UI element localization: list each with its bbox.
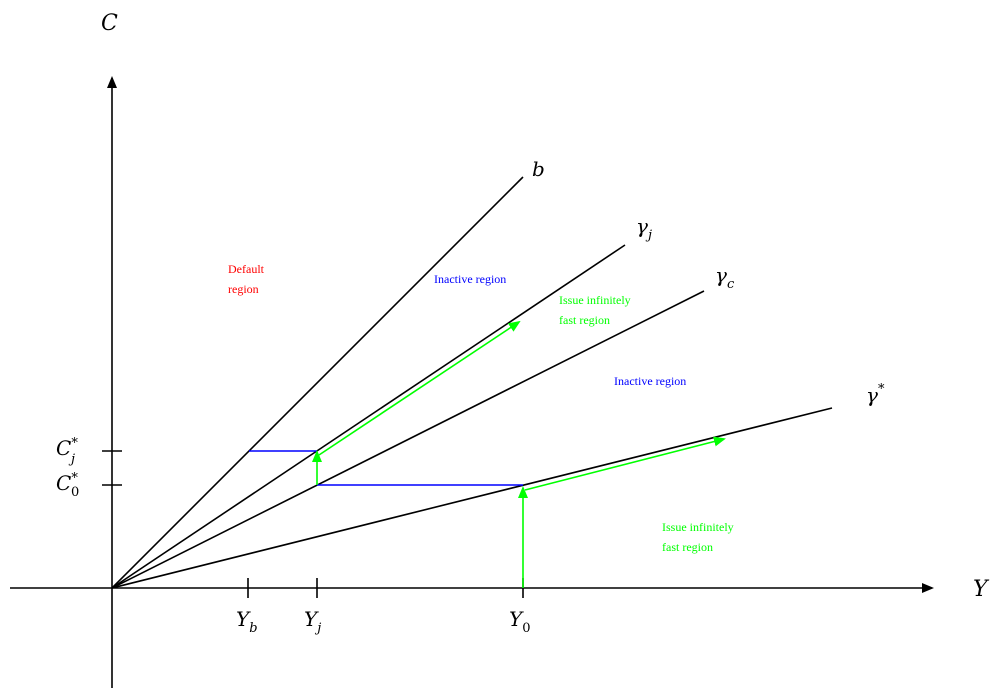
inactive-region-lower-label: Inactive region xyxy=(614,374,686,388)
issue-region-lower-label: Issue infinitely fast region xyxy=(662,520,737,554)
label-gamma-j: γj xyxy=(636,214,652,243)
inactive-region-upper-label: Inactive region xyxy=(434,272,506,286)
label-Yb: Yb xyxy=(236,607,258,636)
line-gamma-star xyxy=(111,407,833,589)
line-gamma-c xyxy=(111,290,705,589)
label-Cj: C* j xyxy=(56,436,78,467)
label-b: b xyxy=(532,157,545,181)
green-diagonal-upper xyxy=(318,320,521,456)
green-diagonal-lower xyxy=(524,436,726,491)
default-region-label: Default region xyxy=(228,262,267,296)
label-Y0: Y0 xyxy=(509,607,530,636)
x-axis-label: Y xyxy=(973,577,990,602)
label-gamma-c: γc xyxy=(715,263,735,292)
line-gamma-j xyxy=(111,244,626,589)
label-Yj: Yj xyxy=(304,607,321,636)
label-gamma-star: γ* xyxy=(866,382,885,407)
label-C0: C* 0 xyxy=(56,471,79,500)
line-b xyxy=(111,176,524,589)
issue-region-upper-label: Issue infinitely fast region xyxy=(559,293,634,327)
y-axis-label: C xyxy=(101,11,118,36)
